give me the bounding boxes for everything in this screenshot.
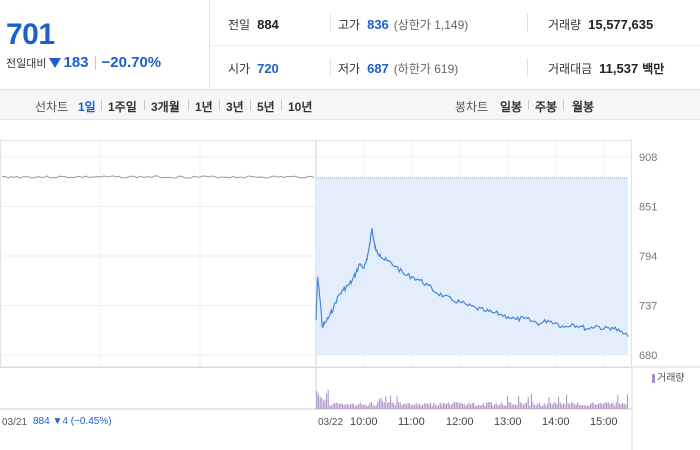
stat-label: 전일: [228, 18, 251, 32]
stat-sub: (하한가 619): [393, 62, 459, 76]
y-tick-label: 851: [639, 202, 657, 214]
stat-label: 거래량: [548, 18, 582, 32]
prev-day-footer: 884 ▼4 (−0.45%): [33, 416, 112, 427]
candle-chart-label: 봉차트: [455, 100, 489, 114]
stat-label: 고가: [338, 18, 361, 32]
divider: [330, 14, 331, 32]
stat-value: 884: [257, 17, 279, 32]
stat-trade-value: 거래대금 11,537 백만: [548, 60, 664, 77]
divider: [527, 58, 528, 76]
stock-summary: 701 전일대비 183 −20.70% 전일 884 고가 836 (상한가 …: [0, 0, 700, 90]
divider: [281, 100, 282, 110]
current-price: 701: [6, 18, 55, 51]
x-tick-label: 12:00: [446, 416, 474, 428]
stat-label: 저가: [338, 62, 361, 76]
divider: [101, 100, 102, 110]
today-price-line: [315, 228, 629, 338]
volume-legend: 거래량: [657, 372, 685, 384]
change-label: 전일대비: [6, 57, 47, 70]
today-series: [315, 177, 629, 355]
period-3y[interactable]: 3년: [226, 100, 244, 114]
y-axis: 908 851 794 737 680: [639, 152, 657, 362]
divider: [219, 100, 220, 110]
y-tick-label: 908: [639, 152, 657, 164]
stat-prev-close: 전일 884: [228, 16, 279, 33]
period-1w[interactable]: 1주일: [108, 100, 137, 114]
prev-day-series: [1, 175, 315, 179]
stat-volume: 거래량 15,577,635: [548, 16, 653, 33]
y-tick-label: 737: [639, 301, 657, 313]
candle-weekly[interactable]: 주봉: [535, 100, 558, 114]
divider: [94, 55, 96, 70]
volume-legend-swatch: [652, 374, 655, 383]
stat-value: 720: [257, 61, 279, 76]
prev-day-line: [1, 175, 315, 179]
volume-panel: [0, 366, 700, 450]
x-axis: 03/21 03/22 10:00 11:00 12:00 13:00 14:00 15:00: [2, 416, 618, 428]
change-rate: −20.70%: [101, 54, 162, 71]
divider: [563, 100, 564, 110]
divider: [528, 100, 529, 110]
x-tick-label: 03/22: [318, 417, 343, 428]
divider: [527, 14, 528, 32]
stat-unit: 백만: [642, 62, 665, 76]
candle-daily[interactable]: 일봉: [500, 100, 523, 114]
stat-value: 687: [367, 61, 389, 76]
down-triangle-icon: [49, 57, 62, 68]
candle-monthly[interactable]: 월봉: [572, 100, 595, 114]
y-tick-label: 680: [639, 350, 657, 362]
x-tick-label: 03/21: [2, 417, 27, 428]
price-chart[interactable]: 908 851 794 737 680 03/21 03/22 10:00 11:00 12:0…: [0, 120, 700, 450]
period-1y[interactable]: 1년: [195, 100, 213, 114]
today-fill-area: [316, 177, 628, 355]
y-tick-label: 794: [639, 251, 657, 263]
x-tick-label: 11:00: [398, 416, 425, 428]
stat-value: 836: [367, 17, 389, 32]
x-tick-label: 13:00: [494, 416, 522, 428]
stat-low: 저가 687 (하한가 619): [338, 60, 458, 77]
divider: [250, 100, 251, 110]
x-tick-label: 14:00: [542, 416, 570, 428]
period-3m[interactable]: 3개월: [151, 100, 180, 114]
period-1d[interactable]: 1일: [78, 100, 96, 114]
divider: [330, 58, 331, 76]
stat-label: 거래대금: [548, 62, 593, 76]
line-chart-label: 선차트: [35, 100, 69, 114]
period-5y[interactable]: 5년: [257, 100, 275, 114]
divider: [210, 45, 700, 46]
stat-value: 15,577,635: [588, 17, 654, 32]
x-tick-label: 10:00: [350, 416, 378, 428]
change-amount: 183: [63, 54, 89, 71]
x-tick-label: 15:00: [590, 416, 618, 428]
stat-value: 11,537: [599, 61, 639, 76]
stat-label: 시가: [228, 62, 251, 76]
price-box: 701 전일대비 183 −20.70%: [0, 0, 210, 90]
divider: [144, 100, 145, 110]
period-10y[interactable]: 10년: [288, 100, 313, 114]
stat-high: 고가 836 (상한가 1,149): [338, 16, 468, 33]
stat-sub: (상한가 1,149): [393, 18, 469, 32]
chart-toolbar: 선차트 1일 1주일 3개월 1년 3년 5년 10년 봉차트 일봉 주봉 월봉: [0, 90, 700, 120]
divider: [188, 100, 189, 110]
change-row: 전일대비 183 −20.70%: [6, 54, 161, 71]
stat-open: 시가 720: [228, 60, 279, 77]
